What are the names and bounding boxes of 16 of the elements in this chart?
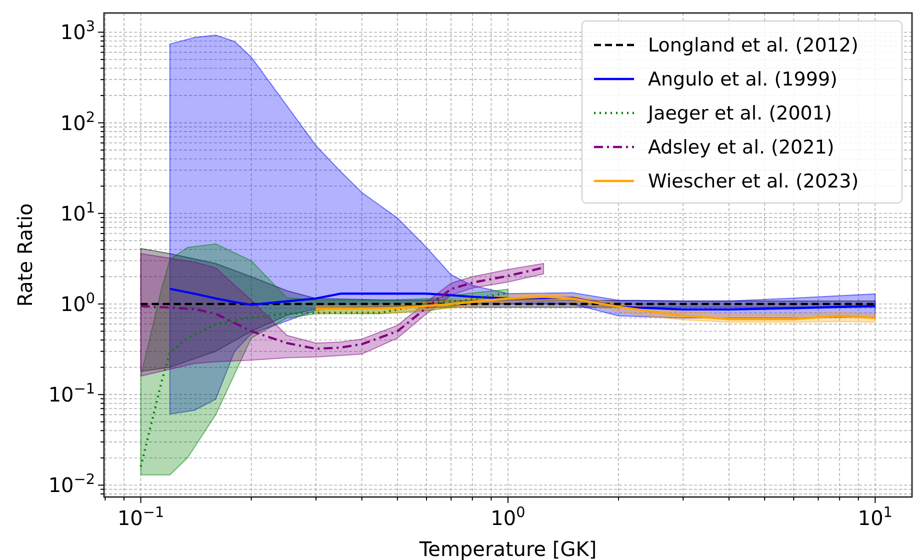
- legend-label: Angulo et al. (1999): [648, 68, 838, 91]
- y-tick-label: 10$^{3}$: [60, 19, 95, 44]
- x-tick-label: 10$^{0}$: [490, 505, 526, 530]
- legend-label: Adsley et al. (2021): [648, 136, 834, 159]
- legend-label: Longland et al. (2012): [648, 34, 858, 57]
- y-axis-title: Rate Ratio: [13, 203, 37, 307]
- y-tick-label: 10$^{2}$: [60, 110, 95, 135]
- y-tick-label: 10$^{−1}$: [48, 382, 95, 407]
- x-tick-label: 10$^{−1}$: [117, 505, 164, 530]
- legend-label: Wiescher et al. (2023): [648, 170, 859, 193]
- legend-label: Jaeger et al. (2001): [647, 102, 832, 125]
- x-axis-title: Temperature [GK]: [418, 537, 597, 560]
- y-tick-label: 10$^{0}$: [60, 290, 95, 316]
- y-tick-label: 10$^{1}$: [60, 200, 95, 226]
- y-tick-label: 10$^{−2}$: [48, 472, 95, 498]
- x-tick-label: 10$^{1}$: [858, 505, 892, 530]
